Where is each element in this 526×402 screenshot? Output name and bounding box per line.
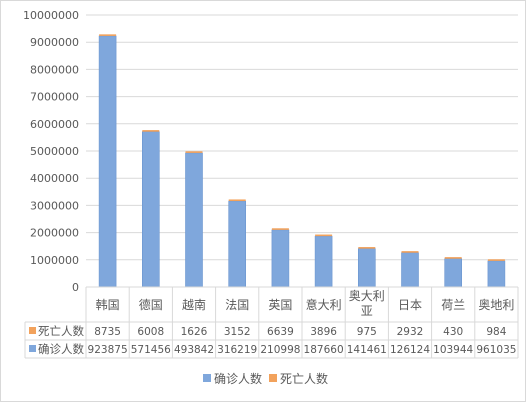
table-value: 571456 <box>131 344 171 356</box>
bars <box>98 34 506 288</box>
bar-deaths <box>185 151 203 153</box>
category-label: 奥地利 <box>478 298 514 312</box>
bar-deaths <box>487 259 505 261</box>
bar-deaths <box>401 251 419 253</box>
y-tick-label: 10000000 <box>23 9 79 22</box>
table-value: 8735 <box>94 326 121 338</box>
bar-confirmed <box>185 152 203 288</box>
table-value: 103944 <box>433 344 473 356</box>
bar-confirmed <box>444 258 463 288</box>
table-value: 923875 <box>88 344 128 356</box>
bar-confirmed <box>98 35 117 288</box>
table-value: 3896 <box>310 326 337 338</box>
legend: 确诊人数 死亡人数 <box>203 371 328 386</box>
table-value: 187660 <box>304 344 344 356</box>
table-value: 430 <box>443 326 463 338</box>
category-label: 法国 <box>225 298 249 312</box>
bar-deaths <box>271 228 289 230</box>
category-label: 德国 <box>139 297 163 312</box>
category-label: 韩国 <box>96 297 120 312</box>
table-value: 984 <box>486 326 506 338</box>
table-value: 141461 <box>347 344 387 356</box>
legend-label: 死亡人数 <box>280 371 328 386</box>
table-legend-key <box>29 327 36 334</box>
bar-deaths <box>315 234 333 237</box>
table-value: 493842 <box>174 344 214 356</box>
bar-deaths <box>444 257 462 259</box>
category-label: 日本 <box>398 298 422 312</box>
bar-confirmed <box>401 252 419 288</box>
bar-confirmed <box>314 235 333 288</box>
bar-confirmed <box>357 248 376 288</box>
y-tick-label: 8000000 <box>30 63 79 76</box>
bar-deaths <box>358 247 376 249</box>
y-tick-label: 1000000 <box>30 254 79 267</box>
category-label: 荷兰 <box>441 298 465 312</box>
table-value: 961035 <box>476 344 516 356</box>
bar-confirmed <box>271 229 290 288</box>
y-tick-label: 4000000 <box>30 172 79 185</box>
table-value: 210998 <box>260 344 300 356</box>
table-value: 3152 <box>224 326 251 338</box>
table-value: 126124 <box>390 344 430 356</box>
table-series-label: 确诊人数 <box>38 342 84 356</box>
table-legend-key <box>29 345 36 352</box>
table-value: 6639 <box>267 326 294 338</box>
category-label: 越南 <box>182 297 206 312</box>
bar-deaths <box>142 130 160 132</box>
y-tick-label: 3000000 <box>30 199 79 212</box>
table-value: 975 <box>357 326 377 338</box>
category-label: 英国 <box>268 298 292 312</box>
category-label: 意大利 <box>306 297 342 312</box>
y-tick-label: 5000000 <box>30 145 79 158</box>
y-tick-label: 6000000 <box>30 118 79 131</box>
bar-confirmed <box>487 260 506 288</box>
y-tick-label: 2000000 <box>30 227 79 240</box>
y-axis: 0 1000000 2000000 3000000 4000000 5000000 6000… <box>23 9 79 294</box>
y-tick-label: 0 <box>72 281 79 294</box>
legend-key <box>269 374 277 382</box>
table-value: 1626 <box>181 326 208 338</box>
table-value: 316219 <box>217 344 257 356</box>
table-value: 6008 <box>137 326 164 338</box>
y-tick-label: 7000000 <box>30 91 79 104</box>
legend-label: 确诊人数 <box>214 371 262 386</box>
bar-confirmed <box>228 200 246 288</box>
legend-key <box>203 374 211 382</box>
category-label: 奥大利亚 <box>349 289 385 318</box>
table-series-label: 死亡人数 <box>38 324 84 338</box>
bar-deaths <box>99 34 117 36</box>
bar-confirmed <box>142 131 160 288</box>
y-tick-label: 9000000 <box>30 36 79 49</box>
table-value: 2932 <box>397 326 424 338</box>
bar-deaths <box>228 199 246 202</box>
